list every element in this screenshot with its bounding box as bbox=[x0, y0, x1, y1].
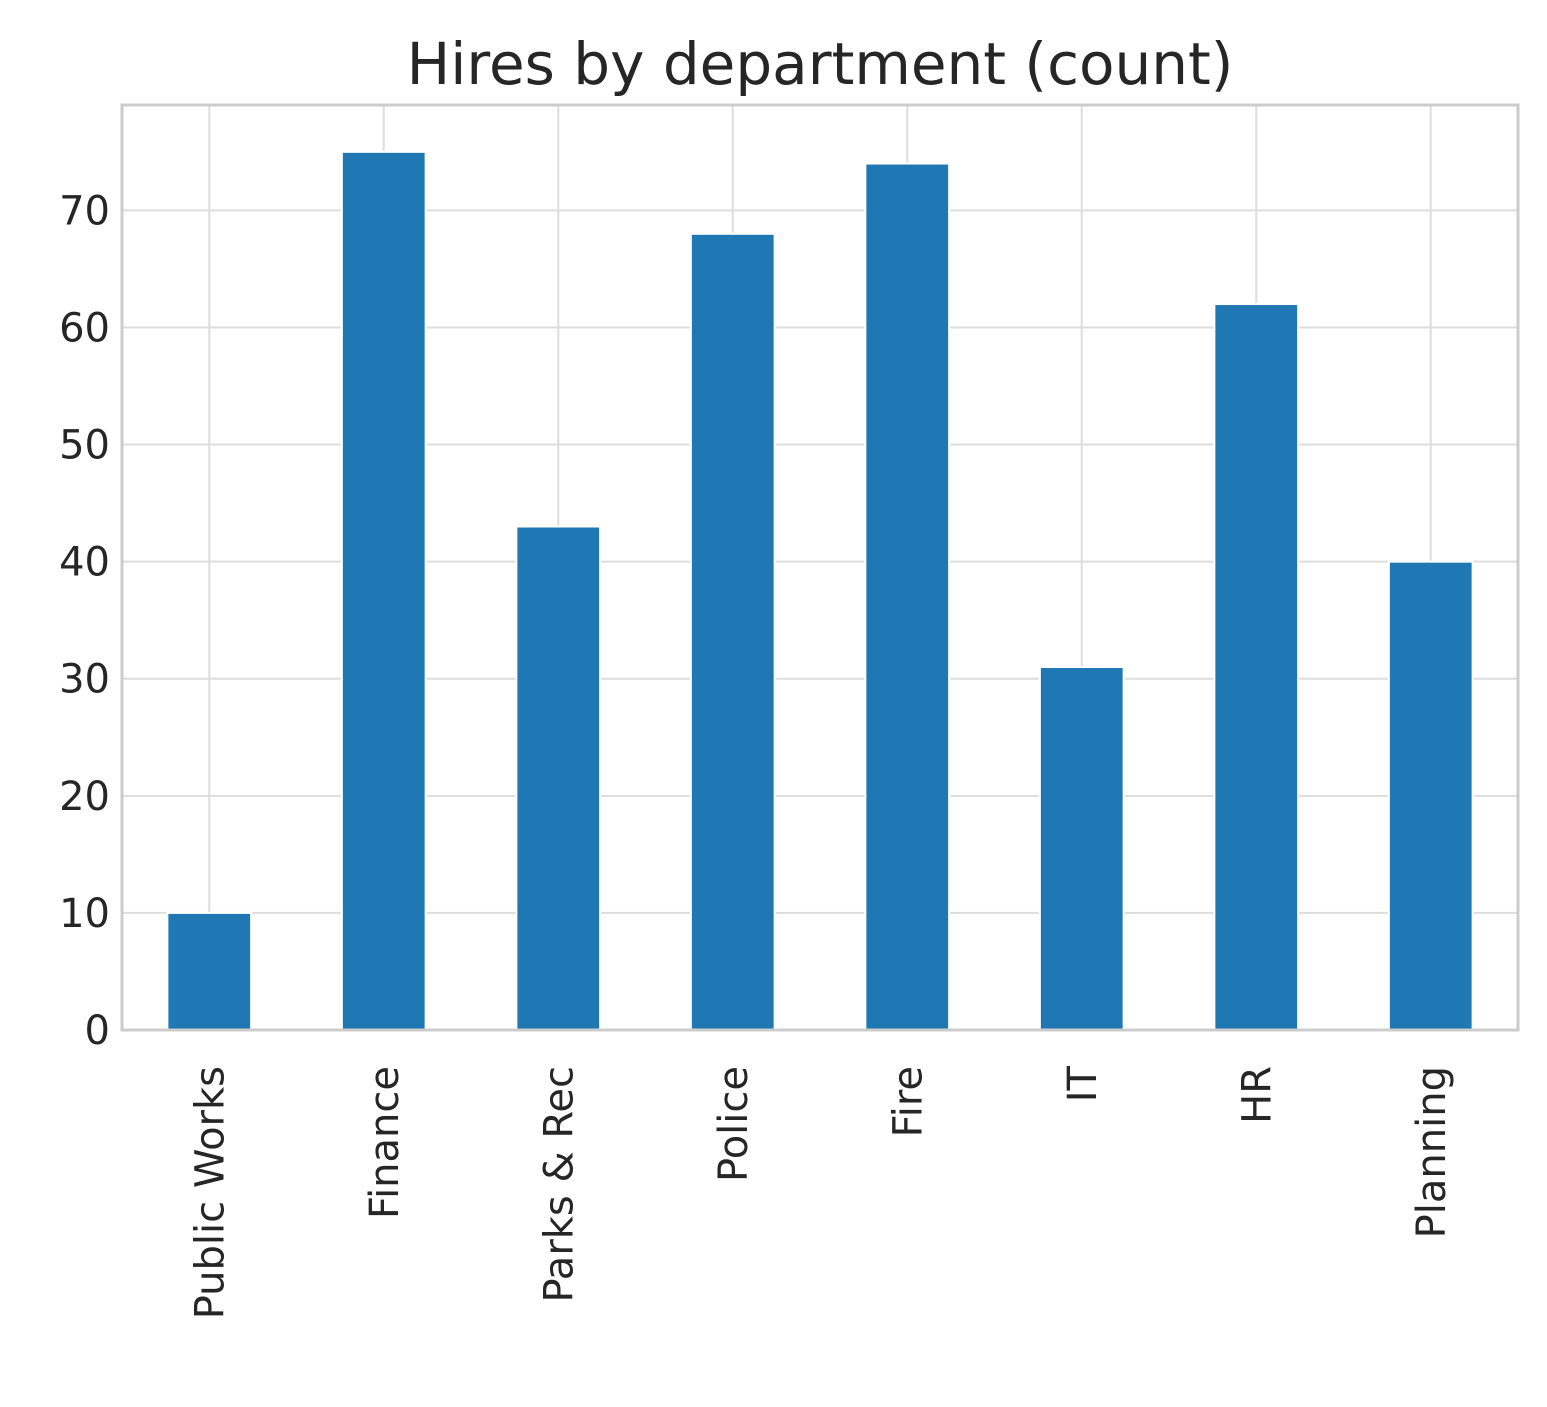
x-axis-ticks: Public Works Finance Parks & Rec Police Fire… bbox=[187, 1065, 1455, 1319]
x-tick-label: Fire bbox=[885, 1066, 931, 1137]
bar bbox=[515, 525, 602, 1031]
x-tick-label: Planning bbox=[1409, 1066, 1455, 1238]
bar bbox=[166, 911, 253, 1031]
bar bbox=[1213, 303, 1300, 1031]
y-axis-ticks: 0 10 20 30 40 50 60 70 bbox=[59, 188, 110, 1054]
y-tick-label: 10 bbox=[59, 891, 110, 937]
bar bbox=[1038, 666, 1125, 1031]
y-tick-label: 20 bbox=[59, 774, 110, 820]
x-tick-label: IT bbox=[1060, 1065, 1106, 1102]
x-tick-label: Public Works bbox=[187, 1066, 233, 1319]
y-tick-label: 50 bbox=[59, 423, 110, 469]
bar bbox=[689, 232, 776, 1031]
x-tick-label: HR bbox=[1234, 1066, 1280, 1124]
bars bbox=[166, 150, 1474, 1031]
chart-title: Hires by department (count) bbox=[407, 30, 1234, 98]
x-tick-label: Parks & Rec bbox=[536, 1066, 582, 1303]
y-tick-label: 70 bbox=[59, 188, 110, 234]
x-tick-label: Police bbox=[711, 1066, 757, 1182]
y-tick-label: 30 bbox=[59, 657, 110, 703]
y-tick-label: 40 bbox=[59, 540, 110, 586]
x-tick-label: Finance bbox=[362, 1066, 408, 1219]
grid bbox=[122, 105, 1518, 1030]
plot-frame bbox=[120, 103, 1520, 1032]
bar bbox=[340, 150, 427, 1031]
bar bbox=[864, 162, 951, 1031]
y-tick-label: 0 bbox=[85, 1008, 110, 1054]
y-tick-label: 60 bbox=[59, 305, 110, 351]
bar bbox=[1387, 560, 1474, 1031]
